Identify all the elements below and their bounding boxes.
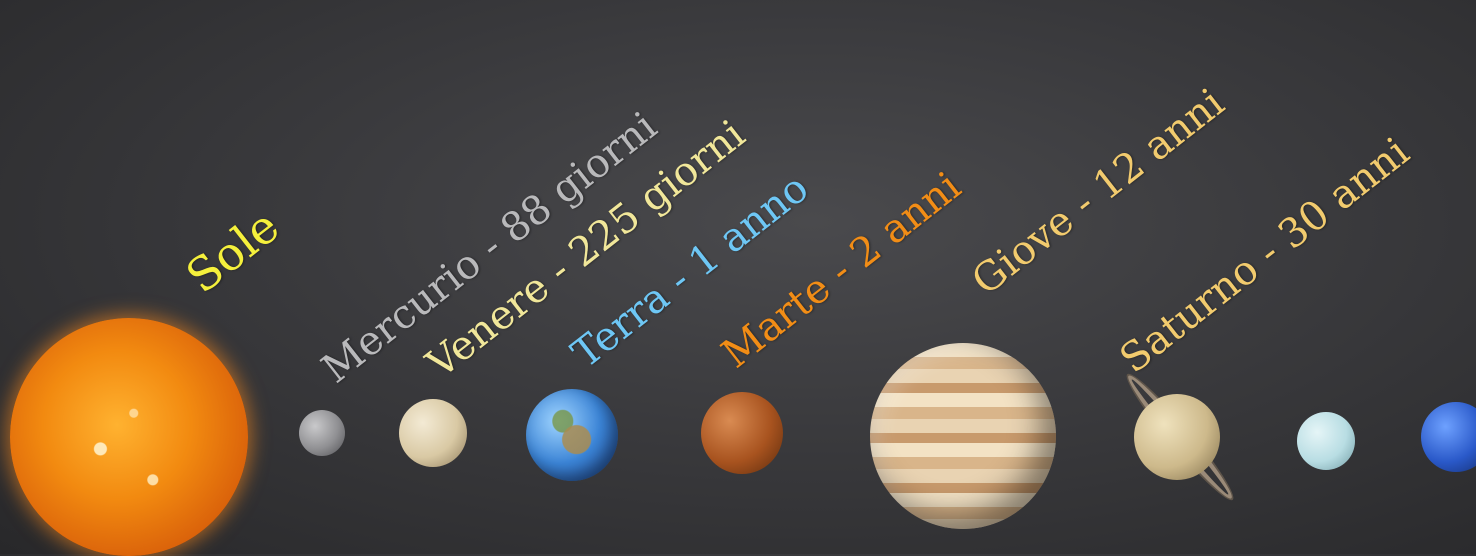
uranus-image (1297, 412, 1355, 470)
sun-label: Sole (176, 198, 290, 304)
mercury-image (299, 410, 345, 456)
jupiter-period: 12 anni (1084, 79, 1233, 210)
jupiter-image (870, 343, 1056, 529)
jupiter-name: Giove (963, 197, 1083, 305)
mars-image (701, 392, 783, 474)
saturn-image (1134, 394, 1220, 480)
mars-name: Marte (713, 264, 840, 378)
sun-image (10, 318, 248, 556)
earth-image (526, 389, 618, 481)
jupiter-label: Giove - 12 anni (963, 79, 1233, 305)
saturn-name: Saturno (1111, 246, 1268, 383)
saturn-period: 30 anni (1269, 128, 1418, 259)
mars-period: 2 anni (841, 163, 970, 278)
neptune-image (1421, 402, 1476, 472)
venus-image (399, 399, 467, 467)
